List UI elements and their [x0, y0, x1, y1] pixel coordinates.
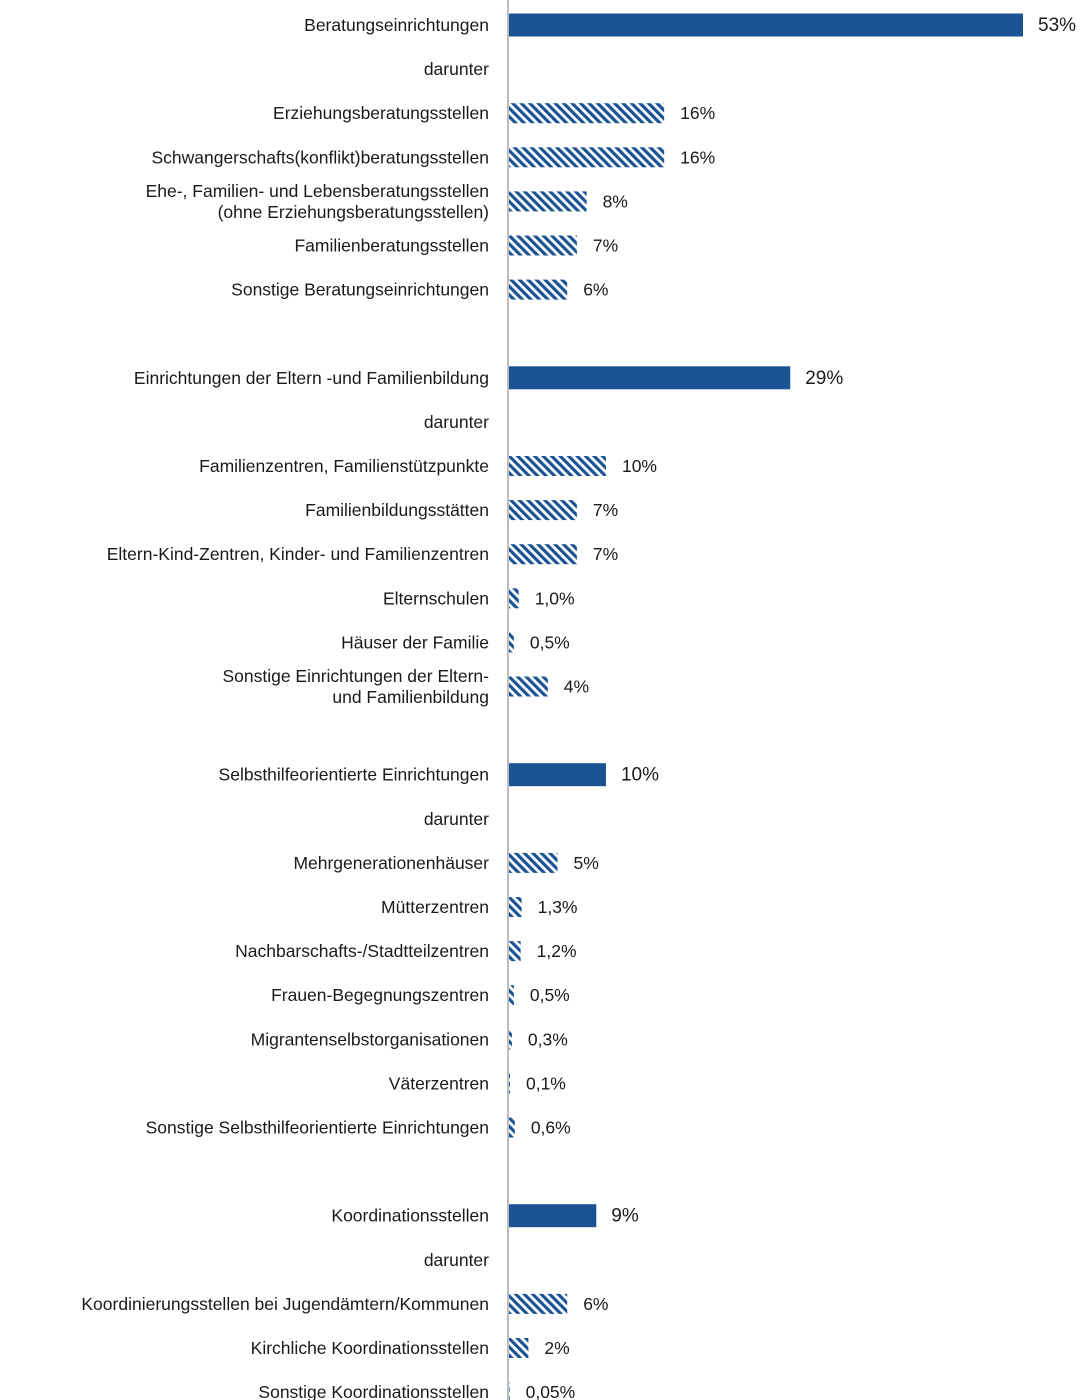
category-label: Elternschulen — [383, 588, 489, 608]
data-label: 0,6% — [531, 1118, 571, 1138]
bar-sub — [509, 191, 587, 212]
bar-sub — [509, 1029, 512, 1050]
category-label: Koordinierungsstellen bei Jugendämtern/K… — [81, 1294, 489, 1314]
category-label: Eltern-Kind-Zentren, Kinder- und Familie… — [107, 544, 489, 564]
category-label: Schwangerschafts(konflikt)beratungsstell… — [151, 147, 489, 167]
bar-sub — [509, 103, 665, 124]
darunter-label: darunter — [424, 809, 489, 829]
data-label: 29% — [805, 368, 843, 389]
bar-sub — [509, 544, 577, 565]
category-label: Einrichtungen der Eltern -und Familienbi… — [134, 368, 489, 388]
category-label: Häuser der Familie — [341, 632, 489, 652]
data-label: 0,5% — [530, 985, 570, 1005]
category-label: Koordinationsstellen — [331, 1206, 489, 1226]
bar-sub — [509, 1338, 529, 1358]
bar-sub — [509, 985, 514, 1006]
bar-main — [509, 13, 1023, 37]
data-label: 1,0% — [535, 588, 575, 608]
data-label: 7% — [593, 500, 618, 520]
data-label: 7% — [593, 544, 618, 564]
category-label: Frauen-Begegnungszentren — [271, 985, 489, 1005]
data-label: 8% — [603, 191, 628, 211]
category-label: Sonstige Koordinationsstellen — [258, 1382, 489, 1400]
data-label: 1,2% — [537, 941, 577, 961]
data-label: 0,3% — [528, 1029, 568, 1049]
category-label: Familienbildungsstätten — [305, 500, 489, 520]
category-label: Erziehungsberatungsstellen — [273, 103, 489, 123]
bar-sub — [509, 897, 522, 917]
category-label: Mütterzentren — [381, 897, 489, 917]
data-label: 4% — [564, 677, 589, 697]
bar-sub — [509, 632, 514, 653]
category-label: Mehrgenerationenhäuser — [293, 853, 489, 873]
bar-main — [509, 1204, 597, 1228]
data-label: 6% — [583, 280, 608, 300]
bar-sub — [509, 456, 606, 476]
bar-sub — [509, 147, 665, 168]
category-label: Nachbarschafts-/Stadtteilzentren — [235, 941, 489, 961]
category-label: Beratungseinrichtungen — [304, 15, 489, 35]
bar-sub — [509, 676, 548, 697]
bar-sub — [509, 1382, 510, 1400]
data-label: 53% — [1038, 15, 1076, 36]
data-label: 5% — [573, 853, 598, 873]
data-label: 6% — [583, 1294, 608, 1314]
category-label: Kirchliche Koordinationsstellen — [251, 1338, 489, 1358]
category-label: Familienzentren, Familienstützpunkte — [199, 456, 489, 476]
category-label: Ehe-, Familien- und Lebensberatungsstell… — [146, 181, 489, 222]
bar-sub — [509, 588, 519, 609]
data-label: 10% — [622, 456, 657, 476]
darunter-label: darunter — [424, 1250, 489, 1270]
bar-sub — [509, 279, 568, 300]
category-label: Selbsthilfeorientierte Einrichtungen — [219, 765, 489, 785]
category-label: Väterzentren — [389, 1073, 489, 1093]
darunter-label: darunter — [424, 59, 489, 79]
bar-main — [509, 763, 606, 787]
bar-sub — [509, 941, 521, 962]
data-label: 10% — [621, 765, 659, 786]
bar-sub — [509, 1293, 568, 1314]
data-label: 0,05% — [526, 1382, 576, 1400]
category-label: Familienberatungsstellen — [294, 236, 489, 256]
data-label: 7% — [593, 236, 618, 256]
bar-sub — [509, 1073, 510, 1094]
category-label: Sonstige Einrichtungen der Eltern-und Fa… — [222, 666, 489, 707]
category-label: Sonstige Selbsthilfeorientierte Einricht… — [146, 1118, 489, 1138]
bar-main — [509, 366, 791, 390]
data-label: 0,5% — [530, 632, 570, 652]
data-label: 2% — [544, 1338, 569, 1358]
data-label: 16% — [680, 103, 715, 123]
bar-sub — [509, 1117, 515, 1138]
category-label: Sonstige Beratungseinrichtungen — [231, 280, 489, 300]
data-label: 0,1% — [526, 1073, 566, 1093]
darunter-label: darunter — [424, 412, 489, 432]
category-label: Migrantenselbstorganisationen — [251, 1029, 489, 1049]
data-label: 16% — [680, 147, 715, 167]
bar-sub — [509, 235, 577, 256]
bar-sub — [509, 852, 558, 873]
data-label: 9% — [611, 1206, 639, 1227]
bar-sub — [509, 500, 577, 521]
data-label: 1,3% — [538, 897, 578, 917]
